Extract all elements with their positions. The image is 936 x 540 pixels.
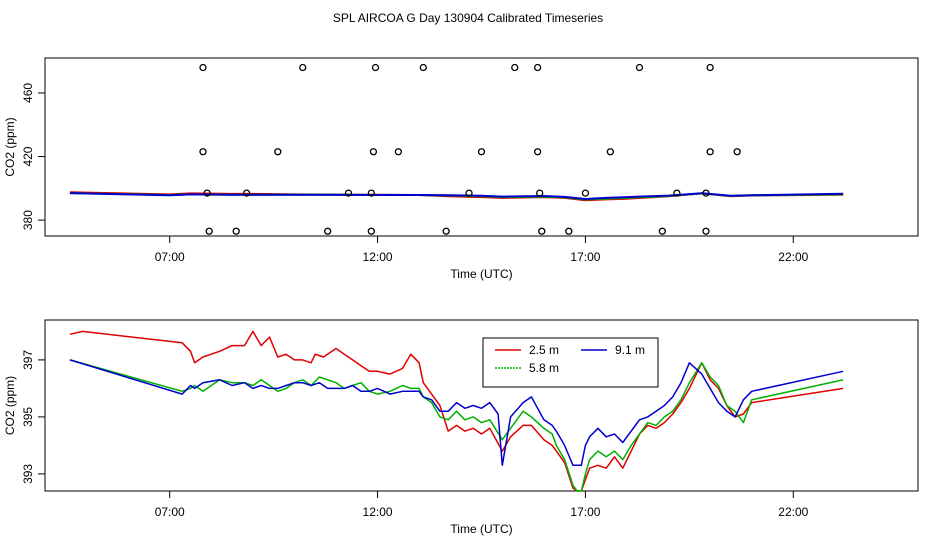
series-line-9-1-m [69,192,844,200]
series-line-2-5-m [69,330,844,492]
outlier-point [367,227,375,235]
outlier-point [203,189,211,197]
outlier-point [419,63,427,72]
outlier-point [635,63,644,72]
x-tick-label: 17:00 [570,505,600,519]
outlier-point [536,189,544,197]
outlier-point [706,63,714,72]
y-tick-label: 380 [21,210,35,230]
outlier-point [658,227,666,235]
legend-label: 9.1 m [615,343,645,357]
outlier-point [465,189,473,197]
outlier-point [199,148,207,156]
x-tick-label: 07:00 [155,505,185,519]
outlier-point [538,227,546,235]
outlier-point [324,227,332,235]
outlier-point [477,148,486,156]
outlier-point [606,148,615,156]
outlier-point [242,189,251,197]
y-axis-label: CO2 (ppm) [3,376,17,435]
outlier-point [199,63,207,72]
outlier-point [394,148,403,156]
chart-title: SPL AIRCOA G Day 130904 Calibrated Times… [333,11,603,25]
outlier-point [673,189,681,197]
x-tick-label: 22:00 [778,505,808,519]
x-tick-label: 07:00 [155,250,185,264]
y-tick-label: 393 [21,464,35,484]
x-tick-label: 12:00 [363,250,393,264]
y-tick-label: 460 [21,83,35,103]
legend-label: 2.5 m [529,343,559,357]
outlier-point [371,63,380,72]
x-axis-label: Time (UTC) [450,522,512,536]
outlier-point [232,227,240,235]
outlier-point [299,63,307,72]
legend: 2.5 m 5.8 m 9.1 m [482,337,659,388]
outlier-point [533,63,542,72]
y-axis-label: CO2 (ppm) [3,117,17,176]
x-axis-label: Time (UTC) [450,267,512,281]
y-tick-label: 395 [21,407,35,427]
x-tick-label: 12:00 [363,505,393,519]
series-line-5-8-m [69,359,844,492]
outlier-point [369,148,378,156]
legend-label: 5.8 m [529,361,559,375]
outlier-point [205,227,213,235]
outlier-point [442,227,450,235]
outlier-point [274,148,282,156]
x-tick-label: 22:00 [778,250,808,264]
panel-bottom: 07:00 12:00 17:00 22:00 393 395 397 Time (UTC) C… [3,319,919,536]
series-line-9-1-m [69,359,844,467]
x-tick-label: 17:00 [570,250,600,264]
plot-frame [44,57,919,237]
y-tick-label: 397 [21,350,35,370]
plot-frame [44,319,919,492]
outlier-point [511,63,519,72]
outlier-point [581,189,590,197]
outlier-point [702,189,710,197]
y-tick-label: 420 [21,146,35,166]
legend-box [482,337,659,388]
panel-top: 07:00 12:00 17:00 22:00 380 420 460 Time (UTC) C… [3,57,919,281]
outlier-point [533,148,542,156]
outlier-point [702,227,710,235]
outlier-point [733,148,741,156]
outlier-point [565,227,573,235]
outlier-point [367,189,375,197]
outlier-point [344,189,353,197]
outlier-point [706,148,714,156]
